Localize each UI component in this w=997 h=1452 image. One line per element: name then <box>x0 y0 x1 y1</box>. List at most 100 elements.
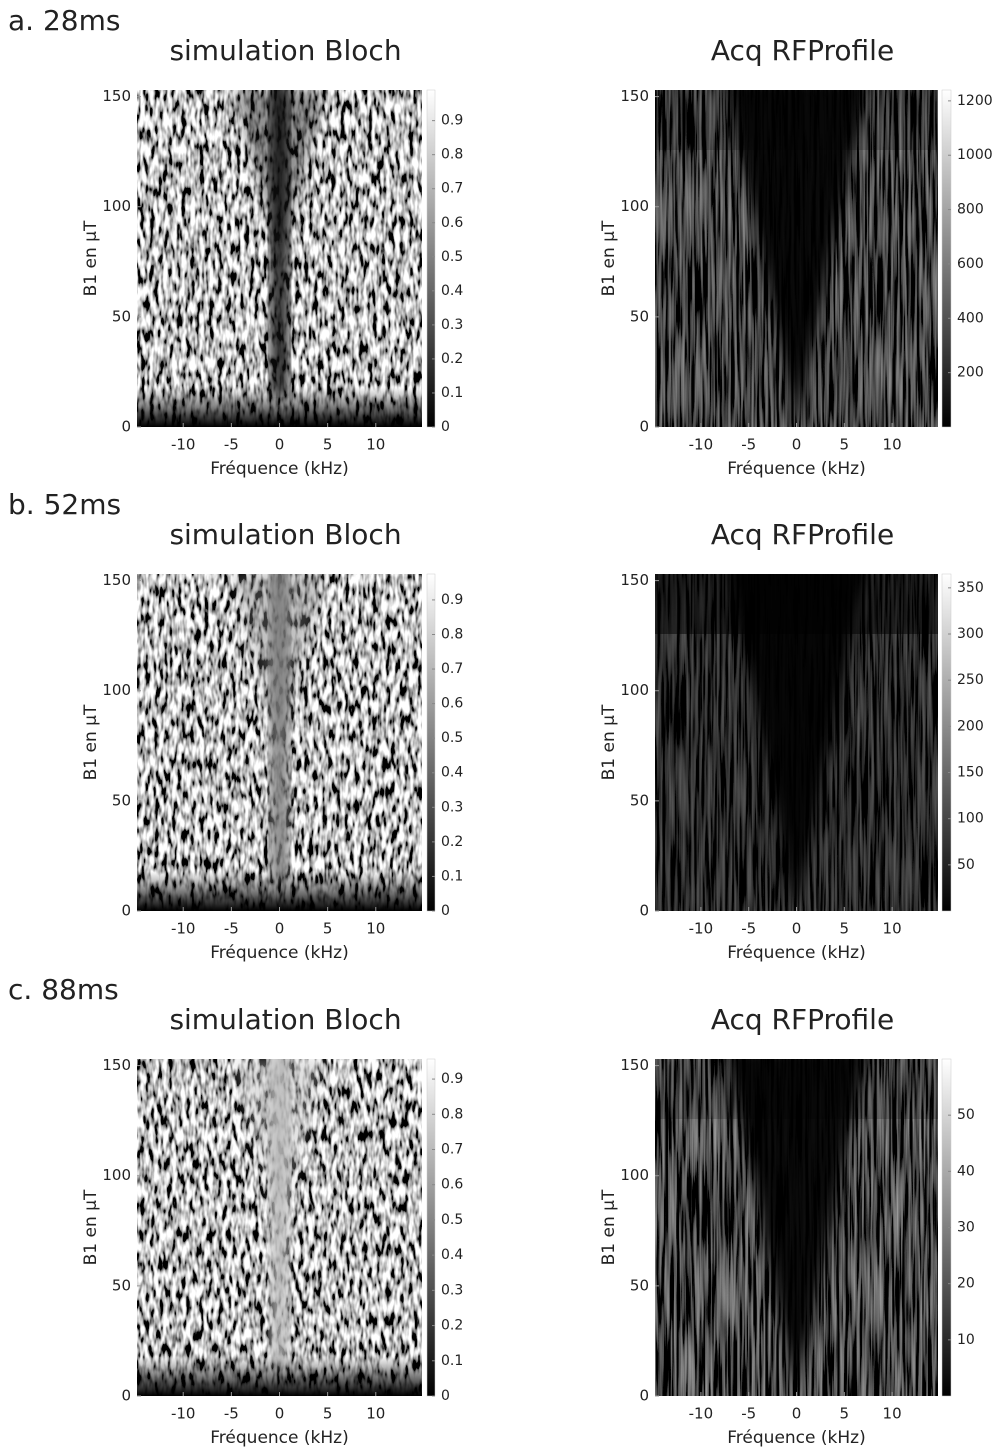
y-tick-label: 0 <box>121 902 131 920</box>
x-tick-label: -10 <box>689 1405 714 1423</box>
x-tick-label: 10 <box>366 1405 385 1423</box>
colorbar-tick-label: 400 <box>957 310 984 326</box>
colorbar-tick-label: 0.5 <box>441 730 463 746</box>
x-tick-label: -10 <box>171 436 196 454</box>
x-tick-label: 0 <box>275 436 285 454</box>
x-tick-label: 10 <box>883 436 902 454</box>
colorbar <box>426 573 436 912</box>
chart-title: Acq RFProfile <box>711 518 894 551</box>
colorbar-tick-label: 0.4 <box>441 1247 463 1263</box>
y-tick-label: 50 <box>630 1276 649 1294</box>
colorbar <box>941 89 952 428</box>
colorbar-tick-label: 0.1 <box>441 868 463 884</box>
colorbar-tick-label: 300 <box>957 626 984 642</box>
y-axis-label: B1 en µT <box>599 704 619 780</box>
colorbar-tick-label: 50 <box>957 1107 975 1123</box>
y-tick-label: 150 <box>102 87 131 105</box>
heatmap <box>137 1059 422 1396</box>
colorbar-tick-label: 0.5 <box>441 249 463 265</box>
colorbar-tick-label: 1200 <box>957 93 993 109</box>
x-tick-label: 0 <box>792 920 802 938</box>
x-tick-label: -5 <box>741 436 756 454</box>
colorbar-tick-label: 0.8 <box>441 626 463 642</box>
x-tick-label: 5 <box>323 920 333 938</box>
colorbar-tick-label: 0.9 <box>441 113 463 129</box>
x-tick-label: -5 <box>224 920 239 938</box>
colorbar-tick-label: 0.9 <box>441 592 463 608</box>
x-tick-label: 0 <box>792 1405 802 1423</box>
x-tick-label: 10 <box>366 436 385 454</box>
y-tick-label: 100 <box>620 1166 649 1184</box>
colorbar-tick-label: 200 <box>957 365 984 381</box>
y-tick-label: 50 <box>112 791 131 809</box>
x-axis-label: Fréquence (kHz) <box>727 943 865 963</box>
y-tick-label: 0 <box>639 1387 649 1405</box>
heatmap <box>655 90 938 427</box>
colorbar-tick-label: 800 <box>957 202 984 218</box>
x-tick-label: -5 <box>741 1405 756 1423</box>
panel-label: b. 52ms <box>8 488 121 521</box>
chart-title: simulation Bloch <box>169 1003 401 1036</box>
y-tick-label: 50 <box>630 307 649 325</box>
colorbar-tick-label: 100 <box>957 811 984 827</box>
colorbar-tick-label: 0 <box>441 903 450 919</box>
y-tick-label: 150 <box>102 571 131 589</box>
x-tick-label: 5 <box>323 436 333 454</box>
x-tick-label: 5 <box>840 1405 850 1423</box>
y-tick-label: 150 <box>620 571 649 589</box>
x-tick-label: 10 <box>883 1405 902 1423</box>
x-tick-label: -10 <box>171 1405 196 1423</box>
colorbar-tick-label: 0.1 <box>441 385 463 401</box>
colorbar-tick-label: 0.9 <box>441 1071 463 1087</box>
colorbar-tick-label: 0.2 <box>441 834 463 850</box>
x-tick-label: 0 <box>275 1405 285 1423</box>
panel-label: c. 88ms <box>8 973 119 1006</box>
colorbar-tick-label: 0.1 <box>441 1353 463 1369</box>
x-axis-label: Fréquence (kHz) <box>210 459 348 479</box>
colorbar-tick-label: 0.8 <box>441 1106 463 1122</box>
y-axis-label: B1 en µT <box>81 220 101 296</box>
y-tick-label: 100 <box>620 197 649 215</box>
x-axis-label: Fréquence (kHz) <box>210 1428 348 1448</box>
y-tick-label: 100 <box>102 1166 131 1184</box>
heatmap <box>137 574 422 911</box>
colorbar-tick-label: 0.4 <box>441 283 463 299</box>
colorbar-tick-label: 0.6 <box>441 696 463 712</box>
colorbar-tick-label: 0.8 <box>441 147 463 163</box>
colorbar-tick-label: 0.3 <box>441 1282 463 1298</box>
y-axis-label: B1 en µT <box>599 220 619 296</box>
x-tick-label: -5 <box>741 920 756 938</box>
x-tick-label: -10 <box>689 920 714 938</box>
x-tick-label: -5 <box>224 1405 239 1423</box>
heatmap <box>655 1059 938 1396</box>
colorbar-tick-label: 200 <box>957 718 984 734</box>
colorbar-tick-label: 250 <box>957 672 984 688</box>
colorbar-tick-label: 0.3 <box>441 799 463 815</box>
y-tick-label: 100 <box>102 197 131 215</box>
colorbar <box>941 573 952 912</box>
heatmap <box>137 90 422 427</box>
colorbar-tick-label: 1000 <box>957 147 993 163</box>
y-axis-label: B1 en µT <box>81 1189 101 1265</box>
x-tick-label: -5 <box>224 436 239 454</box>
y-tick-label: 50 <box>112 1276 131 1294</box>
y-tick-label: 50 <box>112 307 131 325</box>
colorbar-tick-label: 0.2 <box>441 351 463 367</box>
colorbar-tick-label: 0.6 <box>441 215 463 231</box>
colorbar-tick-label: 600 <box>957 256 984 272</box>
colorbar-tick-label: 350 <box>957 580 984 596</box>
colorbar-tick-label: 150 <box>957 765 984 781</box>
x-tick-label: 10 <box>883 920 902 938</box>
y-tick-label: 50 <box>630 791 649 809</box>
chart-title: Acq RFProfile <box>711 1003 894 1036</box>
y-axis-label: B1 en µT <box>81 704 101 780</box>
x-tick-label: 10 <box>366 920 385 938</box>
x-tick-label: 0 <box>275 920 285 938</box>
x-tick-label: -10 <box>689 436 714 454</box>
colorbar-tick-label: 0.7 <box>441 661 463 677</box>
x-tick-label: 5 <box>840 920 850 938</box>
colorbar-tick-label: 0.7 <box>441 1142 463 1158</box>
x-axis-label: Fréquence (kHz) <box>210 943 348 963</box>
y-tick-label: 100 <box>620 681 649 699</box>
